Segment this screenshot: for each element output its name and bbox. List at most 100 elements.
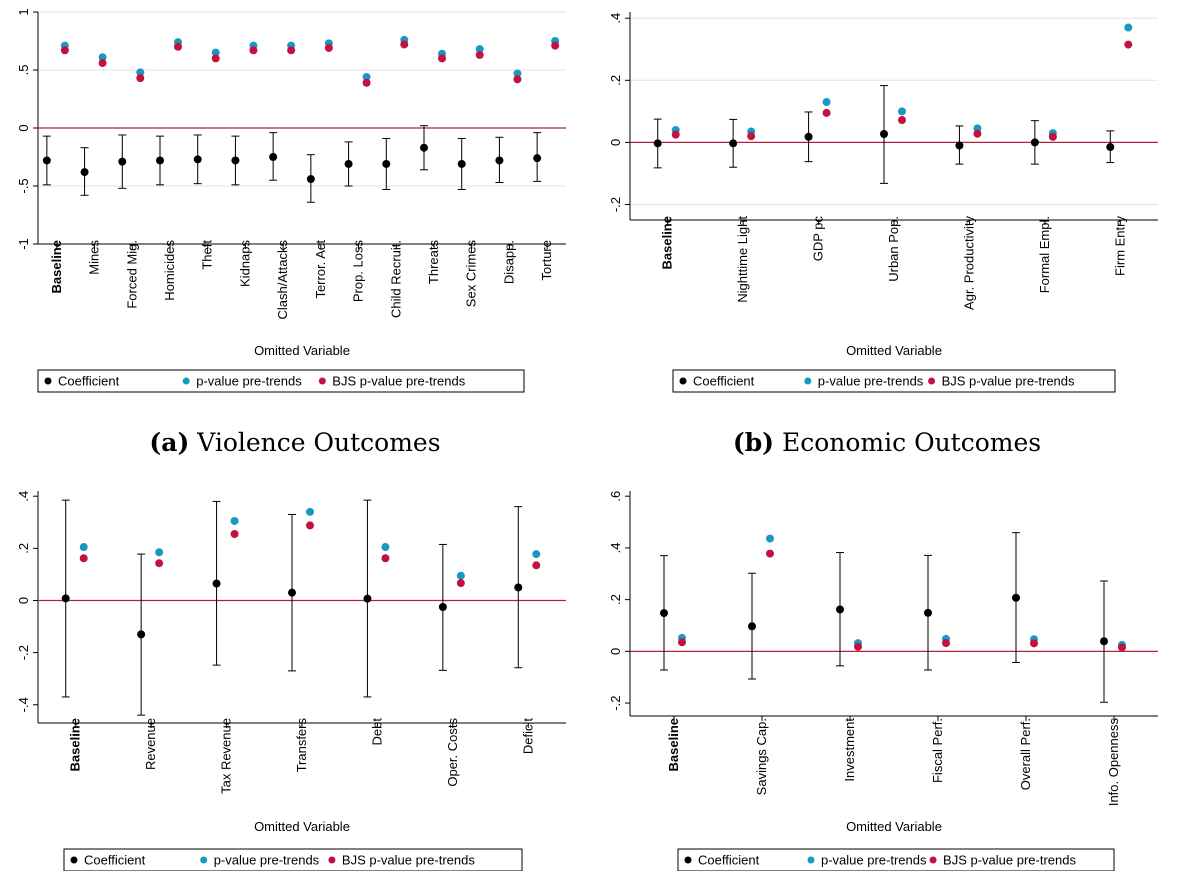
coefficient-point bbox=[1012, 593, 1020, 602]
pvalue-point bbox=[155, 548, 164, 557]
bjs-pvalue-point bbox=[438, 54, 446, 63]
legend-label: BJS p-value pre-trends bbox=[942, 374, 1075, 389]
legend-label: Coefficient bbox=[58, 374, 120, 389]
x-tick-label: Disapp. bbox=[501, 240, 516, 284]
x-tick-label: Nighttime Light bbox=[735, 216, 750, 303]
legend-marker bbox=[929, 856, 937, 864]
legend-marker bbox=[928, 377, 936, 385]
legend-marker bbox=[807, 856, 815, 864]
x-tick-label: Child Recruit. bbox=[388, 240, 403, 318]
bjs-pvalue-point bbox=[475, 50, 484, 59]
coefficient-point bbox=[495, 156, 504, 165]
coefficient-point bbox=[363, 594, 372, 603]
y-tick-label: .4 bbox=[16, 491, 31, 502]
pvalue-point bbox=[381, 543, 390, 552]
bjs-pvalue-point bbox=[766, 549, 774, 558]
bjs-pvalue-point bbox=[98, 59, 107, 68]
caption-a-label: (a) bbox=[149, 428, 190, 457]
x-tick-label: Homicides bbox=[162, 240, 177, 301]
bjs-pvalue-point bbox=[747, 132, 756, 141]
x-tick-label: Threats bbox=[426, 240, 441, 285]
bjs-pvalue-point bbox=[678, 638, 686, 647]
caption-b-label: (b) bbox=[732, 428, 775, 457]
x-tick-label: Firm Entry bbox=[1112, 216, 1127, 276]
x-tick-label: Terror. Act bbox=[313, 240, 328, 299]
coefficient-point bbox=[193, 155, 202, 164]
bjs-pvalue-point bbox=[532, 561, 541, 570]
coefficient-point bbox=[438, 603, 447, 611]
coefficient-point bbox=[288, 588, 296, 597]
y-tick-label: .2 bbox=[16, 543, 31, 554]
legend: Coefficient p-value pre-trends BJS p-value… bbox=[672, 369, 1116, 393]
coefficient-point bbox=[269, 153, 278, 161]
bjs-pvalue-point bbox=[456, 579, 465, 588]
legend-marker bbox=[679, 377, 687, 385]
coefficient-point bbox=[880, 130, 888, 139]
pvalue-point bbox=[79, 543, 88, 552]
pvalue-point bbox=[513, 69, 522, 78]
bjs-pvalue-point bbox=[60, 46, 69, 55]
legend-marker bbox=[804, 377, 812, 385]
bjs-pvalue-point bbox=[306, 521, 314, 530]
legend-label: p-value pre-trends bbox=[821, 853, 927, 868]
coefficient-point bbox=[42, 156, 51, 165]
bjs-pvalue-point bbox=[1124, 40, 1133, 49]
legend-marker bbox=[44, 377, 52, 385]
legend-label: p-value pre-trends bbox=[818, 374, 924, 389]
x-tick-label: Kidnaps bbox=[237, 240, 252, 287]
coefficient-point bbox=[306, 175, 315, 184]
pvalue-point bbox=[98, 53, 107, 62]
bjs-pvalue-point bbox=[211, 54, 220, 63]
chart-economic-outcomes: -.2 0 .2 .4 Baseline Nighttime Light GDP pc Urb… bbox=[608, 12, 1158, 393]
chart-violence-outcomes: -1 -.5 0 .5 1 Baseline Mines Forced Mig. Homicid… bbox=[16, 8, 566, 393]
coefficient-point bbox=[804, 132, 813, 141]
coefficient-point bbox=[729, 139, 738, 148]
y-tick-label: -.5 bbox=[16, 178, 31, 193]
legend-label: BJS p-value pre-trends bbox=[943, 853, 1076, 868]
x-tick-label: Baseline bbox=[49, 240, 64, 293]
caption-a: (a) Violence Outcomes bbox=[0, 428, 590, 457]
pvalue-point bbox=[1124, 23, 1133, 32]
bjs-pvalue-point bbox=[400, 40, 409, 49]
legend-marker bbox=[182, 377, 190, 385]
coefficient-point bbox=[1100, 637, 1108, 646]
legend-marker bbox=[70, 856, 78, 864]
bjs-pvalue-point bbox=[822, 108, 831, 117]
legend: Coefficient p-value pre-trends BJS p-value… bbox=[37, 369, 525, 393]
y-tick-label: -.2 bbox=[608, 695, 623, 710]
x-tick-label: Clash/Attacks bbox=[275, 240, 290, 320]
legend-box bbox=[672, 369, 1116, 393]
pvalue-point bbox=[456, 571, 465, 580]
bjs-pvalue-point bbox=[973, 129, 982, 138]
bjs-pvalue-point bbox=[249, 46, 258, 55]
legend-marker bbox=[200, 856, 208, 864]
pvalue-point bbox=[475, 45, 484, 54]
legend-label: Coefficient bbox=[693, 374, 755, 389]
coefficient-point bbox=[344, 159, 353, 168]
y-tick-label: 0 bbox=[608, 139, 623, 146]
chart-fiscal-outcomes: -.4 -.2 0 .2 .4 Baseline Revenue Tax Revenue Tra… bbox=[16, 491, 566, 871]
coefficient-point bbox=[514, 583, 523, 592]
caption-b: (b) Economic Outcomes bbox=[592, 428, 1182, 457]
x-tick-label: Baseline bbox=[666, 718, 681, 771]
pvalue-point bbox=[211, 48, 220, 57]
bjs-pvalue-point bbox=[287, 46, 296, 55]
x-tick-label: Torture bbox=[539, 240, 554, 280]
y-tick-label: .4 bbox=[608, 542, 623, 553]
x-tick-label: Theft bbox=[200, 240, 215, 270]
legend-label: p-value pre-trends bbox=[196, 374, 302, 389]
bjs-pvalue-point bbox=[155, 559, 164, 568]
coefficient-point bbox=[118, 157, 127, 166]
y-tick-label: 0 bbox=[16, 124, 31, 131]
y-tick-label: -.4 bbox=[16, 697, 31, 712]
x-tick-label: Sex Crimes bbox=[464, 240, 479, 308]
x-tick-label: Mines bbox=[87, 240, 102, 275]
bjs-pvalue-point bbox=[174, 42, 182, 51]
coefficient-point bbox=[80, 168, 89, 177]
coefficient-point bbox=[156, 156, 164, 165]
x-tick-label: Agr. Productivity bbox=[961, 216, 976, 310]
coefficient-point bbox=[1106, 143, 1115, 152]
legend-marker bbox=[318, 377, 326, 385]
x-axis-label: Omitted Variable bbox=[254, 343, 350, 358]
legend-box bbox=[37, 369, 525, 393]
